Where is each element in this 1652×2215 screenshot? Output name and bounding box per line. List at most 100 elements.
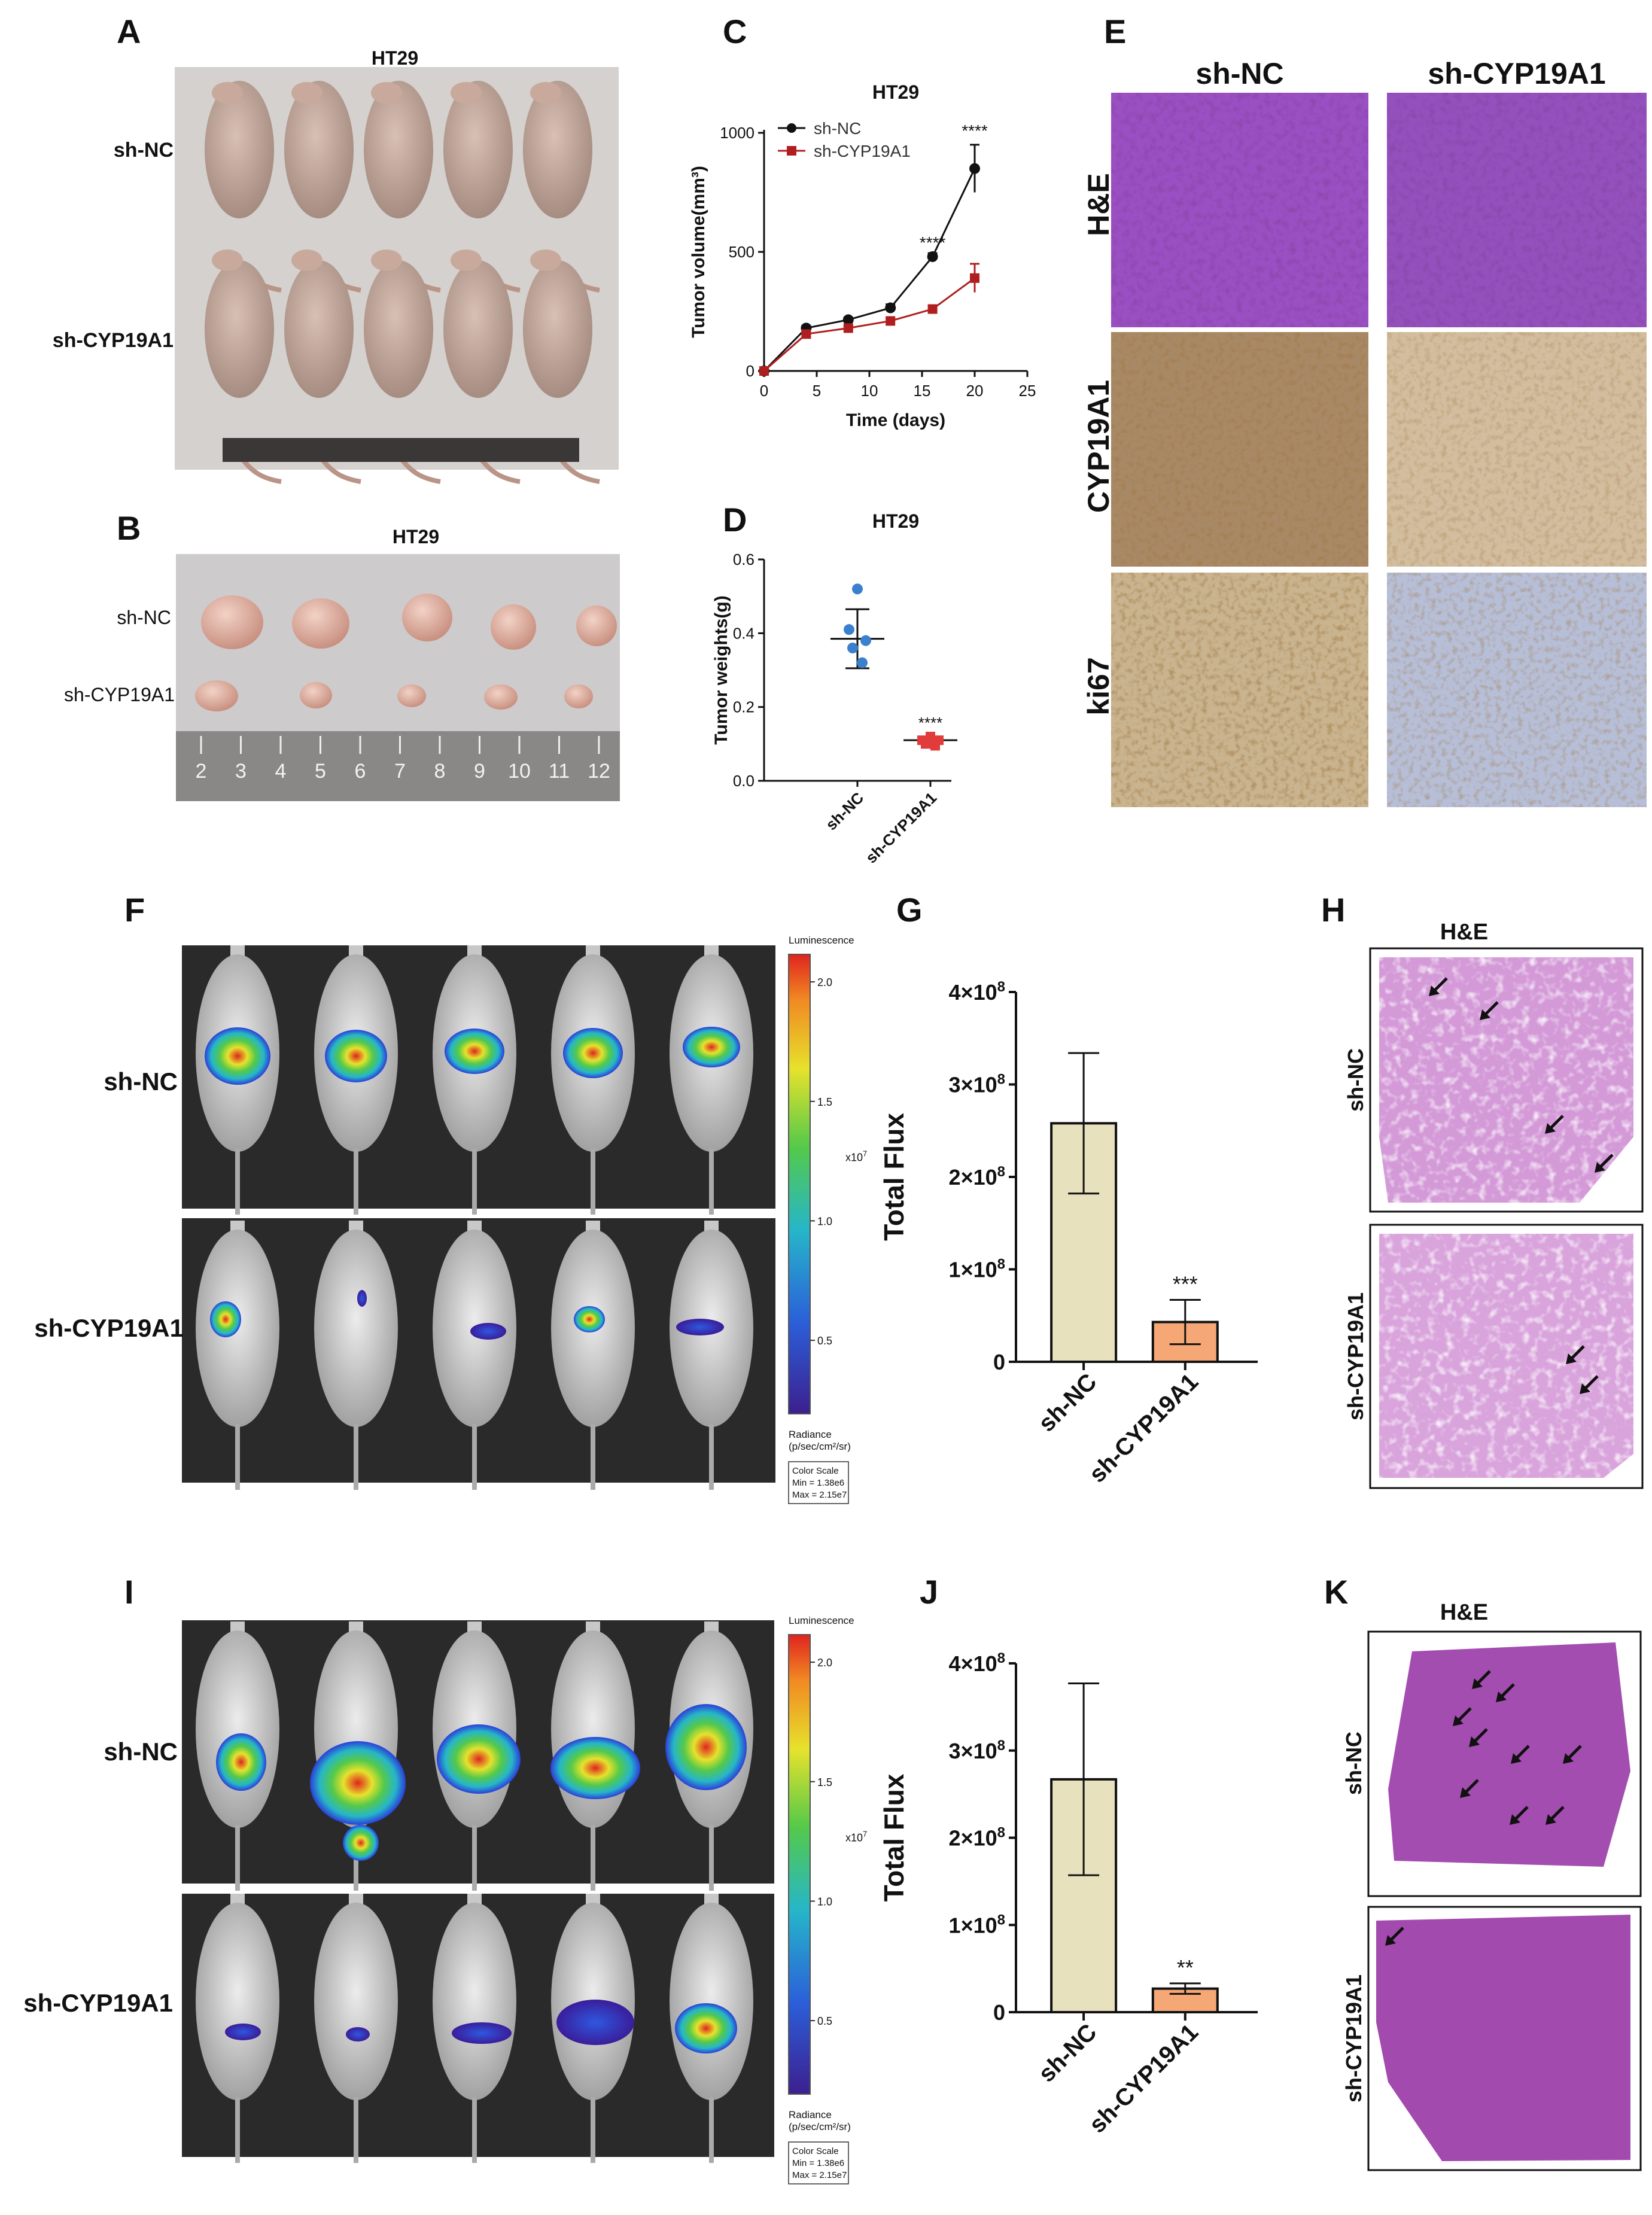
panel-j-letter: J [920,1573,938,1611]
bioluminescence-signal [357,1290,367,1307]
panel-e-ki67-sh-nc-texture [1111,573,1368,807]
chart-j-ylabel: Total Flux [878,1773,909,1901]
panel-h: H H&E sh-NC sh-CYP19A1 [1321,891,1644,1489]
chart-g-x-tick-label: sh-CYP19A1 [1084,1368,1203,1487]
mouse-ear [451,82,482,104]
panel-i: I sh-NC sh-CYP19A1 Luminescence 2.0 1.5 1.0… [23,1573,867,2184]
panel-f-colorbar: Luminescence 2.0 1.5 1.0 0.5 x107 Radiance(p/s… [788,935,867,1504]
tumor [292,598,349,649]
panel-h-title: H&E [1440,920,1488,945]
chart-c-point [843,323,853,333]
panel-a: A HT29 sh-NC sh-CYP19A1 [53,13,619,484]
chart-g-y-tick-label: 4×108 [949,979,1005,1005]
colorbar-tick-label: 2.0 [817,976,832,988]
chart-d-point [852,583,863,595]
chart-j-y-tick-label: 2×108 [949,1825,1005,1851]
arrow-head [1545,1814,1556,1825]
chart-c-x-tick-label: 0 [760,382,768,400]
chart-c-title: HT29 [872,81,919,103]
colorbar-scale-line: Color Scale [792,2146,839,2156]
tumor [201,595,263,649]
chart-d-significance: **** [918,714,942,732]
arrow-head [1480,1009,1490,1020]
chart-j-x-tick-label: sh-CYP19A1 [1084,2019,1203,2138]
chart-g-significance: *** [1173,1271,1198,1296]
chart-d-point [930,741,940,751]
chart-c-significance: **** [962,121,988,140]
tumor [491,604,536,650]
chart-c-point [759,366,769,376]
mouse-body [443,81,513,218]
mouse-body [433,1903,516,2100]
tumor [402,594,452,641]
arrow-head [1429,985,1440,996]
chart-c-line-1 [763,277,975,372]
colorbar-scale-line: Color Scale [792,1466,839,1476]
ruler-label: 11 [549,760,570,783]
panel-f-row-sh-cyp19a1: sh-CYP19A1 [34,1314,184,1342]
chart-c-significance: **** [920,233,946,252]
chart-c-point [886,316,896,326]
ruler-label: 7 [394,760,406,783]
chart-g-ylabel: Total Flux [878,1113,909,1241]
panel-b-ruler-labels: 2 3 4 5 6 7 8 9 10 11 12 [196,736,610,783]
panel-f-row-sh-nc: sh-NC [104,1067,178,1096]
mouse-body [364,260,433,398]
colorbar-unit: Radiance [789,2109,832,2120]
mouse-body [205,260,274,398]
chart-d-y-tick-label: 0.0 [733,772,754,790]
arrow-head [1460,1787,1471,1798]
chart-c-x-tick-label: 5 [813,382,821,400]
tumor [397,684,426,707]
chart-j-y-tick-label: 3×108 [949,1738,1005,1763]
bioluminescence-signal [665,1704,747,1790]
colorbar-tick-label: 1.5 [817,1096,832,1108]
chart-d-y-tick-label: 0.6 [733,550,754,568]
panel-j-chart: 0 1×108 2×108 3×108 4×108 Total Flux sh-NCsh-C… [878,1650,1258,2138]
mouse-body [523,81,592,218]
arrow-head [1469,1736,1480,1747]
chart-d-point [857,657,868,668]
panel-c-letter: C [723,13,747,50]
panel-b-tumors [195,594,617,711]
panel-c: C HT29 0 5 10 15 20 25 0 500 1000 Time (days) Tumor… [689,13,1036,430]
chart-c-legend-marker [787,123,796,133]
mouse-body [196,1903,279,2100]
colorbar-unit: Radiance [789,1429,832,1440]
panel-g-letter: G [896,891,923,929]
mouse-ear [371,250,402,271]
panel-e-col-sh-nc: sh-NC [1195,57,1283,90]
panel-c-chart: HT29 0 5 10 15 20 25 0 500 1000 Time (days) Tumor v… [689,81,1036,430]
bioluminescence-signal [563,1028,623,1078]
chart-c-point [970,273,979,283]
panel-d-chart: HT29 0.0 0.2 0.4 0.6 Tumor weights(g) sh-NCsh-… [711,510,957,867]
colorbar-title: Luminescence [789,1615,854,1626]
panel-b-letter: B [117,509,141,547]
arrow-head [1595,1162,1605,1173]
panel-k-sh-cyp19a1-liver [1376,1915,1630,2161]
arrow-head [1580,1383,1590,1394]
bioluminescence-signal [550,1737,640,1799]
bioluminescence-signal [225,2024,261,2040]
chart-d-point [860,635,871,646]
panel-e-row-cyp19a1: CYP19A1 [1082,380,1115,513]
chart-d-title: HT29 [872,510,919,532]
mouse-ear [212,82,243,104]
bioluminescence-signal [343,1825,379,1861]
arrow-head [1453,1715,1464,1726]
chart-c-xlabel: Time (days) [846,410,945,430]
panel-k-row-sh-cyp19a1: sh-CYP19A1 [1341,1974,1366,2103]
panel-f-letter: F [124,891,145,929]
chart-d-point [926,732,935,741]
colorbar-exponent: x107 [845,1149,867,1164]
panel-a-mice [205,81,600,484]
mouse-ear [530,250,561,271]
chart-d-y-tick-label: 0.4 [733,624,754,642]
colorbar-scale-box [788,2141,849,2184]
arrow-head [1385,1935,1396,1946]
bioluminescence-signal [437,1724,521,1794]
colorbar-scale-line: Min = 1.38e6 [792,2158,844,2168]
panel-a-row-sh-nc: sh-NC [114,139,174,162]
colorbar-scale-line: Max = 2.15e7 [792,2170,847,2180]
arrow-head [1545,1123,1556,1134]
